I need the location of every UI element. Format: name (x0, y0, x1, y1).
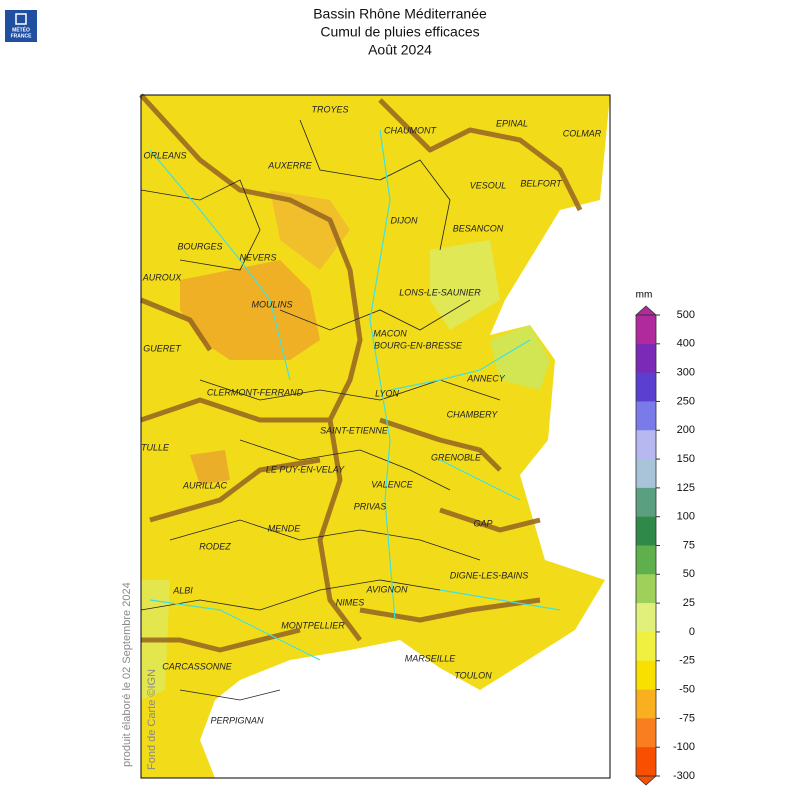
dry-zone (190, 450, 230, 485)
city-label: AURILLAC (182, 480, 228, 490)
city-label: NIMES (336, 597, 365, 607)
title: Bassin Rhône Méditerranée (313, 6, 487, 22)
city-label: AVIGNON (365, 584, 408, 594)
wet-zone (490, 325, 550, 390)
city-label: LONS-LE-SAUNIER (399, 287, 481, 297)
colorbar-tick-label: 25 (683, 597, 695, 609)
colorbar-band (636, 718, 656, 748)
map: TROYES CHAUMONT EPINAL COLMAR ORLEANS AU… (139, 93, 611, 779)
city-label: BOURG-EN-BRESSE (374, 340, 463, 350)
colorbar-tick-label: 125 (677, 482, 695, 494)
city-label: CARCASSONNE (162, 661, 233, 671)
colorbar-band (636, 660, 656, 691)
wet-zone (430, 240, 500, 330)
colorbar-unit: mm (636, 290, 653, 301)
city-label: BELFORT (520, 178, 563, 188)
colorbar-band (636, 631, 656, 662)
colorbar-band (636, 747, 656, 777)
rivers (149, 129, 561, 661)
logo-text: FRANCE (11, 33, 32, 39)
city-label: ANNECY (466, 373, 506, 383)
city-label: BOURGES (177, 241, 222, 251)
colorbar-tick-label: 500 (677, 309, 695, 321)
city-label: MENDE (268, 523, 301, 533)
city-label: MONTPELLIER (281, 620, 345, 630)
dry-zone (270, 190, 350, 270)
colorbar-band (636, 689, 656, 719)
colorbar: mm 5004003002502001501251007550250-25-50… (634, 290, 695, 786)
colorbar-band (636, 574, 656, 604)
city-label: TULLE (141, 442, 170, 452)
colorbar-tick-label: -75 (679, 712, 695, 724)
city-label: GUERET (143, 343, 182, 353)
source-note: Fond de Carte ©IGN (146, 669, 158, 770)
city-label: AUROUX (142, 272, 183, 282)
colorbar-band (636, 343, 656, 374)
city-label: DIJON (391, 215, 419, 225)
city-label: MOULINS (251, 299, 292, 309)
city-label: GRENOBLE (431, 452, 482, 462)
city-label: PRIVAS (354, 501, 387, 511)
colorbar-tick-label: 100 (677, 511, 695, 523)
title: Août 2024 (368, 42, 432, 58)
colorbar-tick-label: 50 (683, 568, 695, 580)
title: Cumul de pluies efficaces (320, 24, 479, 40)
city-label: TOULON (454, 670, 492, 680)
city-label: LE PUY-EN-VELAY (266, 464, 345, 474)
city-label: RODEZ (199, 541, 231, 551)
colorbar-band (636, 516, 656, 546)
city-label: COLMAR (563, 128, 602, 138)
basin-boundaries (139, 93, 583, 653)
colorbar-band (636, 372, 656, 402)
colorbar-tick-label: -25 (679, 655, 695, 667)
colorbar-tick-label: 0 (689, 626, 695, 638)
colorbar-band (636, 545, 656, 575)
colorbar-tick-label: 300 (677, 367, 695, 379)
logo-text: MÉTÉO (12, 25, 30, 33)
colorbar-cap (634, 775, 658, 786)
colorbar-band (636, 487, 656, 518)
city-label: VALENCE (371, 479, 414, 489)
city-labels: TROYES CHAUMONT EPINAL COLMAR ORLEANS AU… (141, 104, 602, 725)
city-label: AUXERRE (267, 160, 313, 170)
dry-zone (180, 260, 320, 360)
city-label: ALBI (172, 585, 193, 595)
colorbar-tick-label: -300 (673, 770, 695, 782)
logo (5, 10, 37, 42)
city-label: PERPIGNAN (210, 715, 264, 725)
city-label: CLERMONT-FERRAND (207, 387, 304, 397)
department-boundaries (140, 119, 501, 701)
colorbar-band (636, 430, 656, 460)
colorbar-cap (634, 305, 658, 316)
city-label: VESOUL (470, 180, 507, 190)
colorbar-tick-label: 400 (677, 338, 695, 350)
city-label: MACON (373, 328, 407, 338)
logo-icon (15, 13, 27, 25)
city-label: CHAUMONT (384, 125, 437, 135)
colorbar-tick-label: 150 (677, 453, 695, 465)
city-label: GAP (473, 518, 492, 528)
colorbar-band (636, 401, 656, 431)
colorbar-band (636, 603, 656, 633)
colorbar-band (636, 315, 656, 345)
colorbar-tick-label: -100 (673, 741, 695, 753)
colorbar-tick-label: -50 (679, 683, 695, 695)
production-note: produit élaboré le 02 Septembre 2024 (121, 582, 133, 767)
map-frame (140, 94, 611, 779)
city-label: NEVERS (239, 252, 276, 262)
city-label: EPINAL (496, 118, 528, 128)
city-label: MARSEILLE (405, 653, 457, 663)
colorbar-band (636, 459, 656, 489)
city-label: BESANCON (453, 223, 504, 233)
colorbar-tick-label: 200 (677, 424, 695, 436)
colorbar-tick-label: 250 (677, 395, 695, 407)
city-label: CHAMBERY (447, 409, 499, 419)
city-label: TROYES (311, 104, 348, 114)
city-label: LYON (375, 388, 399, 398)
city-label: ORLEANS (143, 150, 186, 160)
city-label: DIGNE-LES-BAINS (450, 570, 529, 580)
city-label: SAINT-ETIENNE (320, 425, 389, 435)
colorbar-tick-label: 75 (683, 539, 695, 551)
